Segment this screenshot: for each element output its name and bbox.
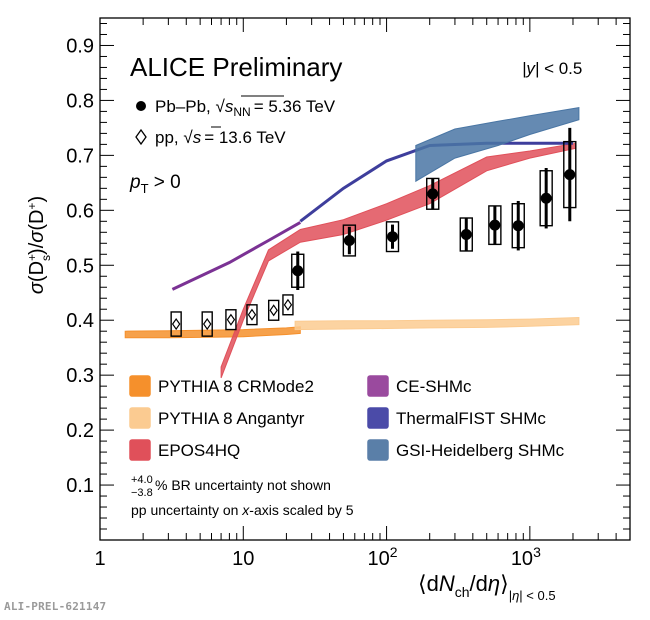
model-band-pythia-8-angantyr bbox=[294, 316, 580, 331]
pbpb-point bbox=[343, 235, 355, 247]
br-sub: −3.8 bbox=[131, 487, 153, 499]
x-axis-title: ⟨dNch/dη⟩|η| < 0.5 bbox=[418, 571, 556, 603]
legend-label-epos4hq: EPOS4HQ bbox=[158, 441, 240, 460]
rapidity-label: |y| < 0.5 bbox=[522, 59, 582, 78]
legend-swatch-pythia-8-angantyr bbox=[129, 407, 151, 429]
pbpb-point bbox=[427, 188, 439, 200]
model-band-epos4hq bbox=[220, 142, 577, 379]
pp-point bbox=[226, 313, 236, 326]
legend-label-pythia-8-crmode2: PYTHIA 8 CRMode2 bbox=[158, 377, 314, 396]
legend-marker-pbpb bbox=[136, 101, 146, 111]
pbpb-point bbox=[386, 231, 398, 243]
legend-marker-pp bbox=[135, 128, 147, 146]
legend-label-pythia-8-angantyr: PYTHIA 8 Angantyr bbox=[158, 409, 305, 428]
y-axis-title: σ(D+s)/σ(D+) bbox=[25, 196, 53, 294]
pp-point bbox=[171, 318, 181, 331]
pbpb-point bbox=[564, 169, 576, 181]
footer-id: ALI-PREL-621147 bbox=[4, 600, 107, 613]
pp-syst-box bbox=[170, 311, 182, 337]
x-tick-label: 103 bbox=[511, 544, 541, 570]
br-sup: +4.0 bbox=[131, 474, 153, 486]
pp-syst-box bbox=[201, 311, 213, 337]
pbpb-syst-box bbox=[385, 221, 400, 253]
y-tick-label: 0.3 bbox=[66, 365, 94, 387]
y-tick-label: 0.9 bbox=[66, 35, 94, 57]
legend-swatch-gsi-heidelberg-shmc bbox=[367, 439, 389, 461]
legend-label-ce-shmc: CE-SHMc bbox=[396, 377, 472, 396]
y-tick-label: 0.2 bbox=[66, 420, 94, 442]
legend-swatch-ce-shmc bbox=[367, 375, 389, 397]
plot-frame bbox=[99, 17, 631, 541]
legend-swatch-pythia-8-crmode2 bbox=[129, 375, 151, 397]
x-tick-label: 1 bbox=[94, 548, 105, 570]
pbpb-point bbox=[540, 192, 552, 204]
chart-title: ALICE Preliminary bbox=[130, 52, 342, 82]
pp-syst-box bbox=[267, 299, 280, 321]
pbpb-point bbox=[489, 219, 501, 231]
x-tick-label: 10 bbox=[232, 548, 254, 570]
legend-label-pbpb: Pb–Pb, √sNN = 5.36 TeV bbox=[155, 97, 336, 119]
pbpb-syst-box bbox=[342, 224, 357, 257]
pp-note: pp uncertainty on x-axis scaled by 5 bbox=[131, 502, 354, 518]
legend-swatch-epos4hq bbox=[129, 439, 151, 461]
y-tick-label: 0.8 bbox=[66, 90, 94, 112]
pp-syst-box bbox=[246, 304, 258, 326]
br-note: % BR uncertainty not shown bbox=[155, 477, 331, 493]
pbpb-point bbox=[292, 265, 304, 277]
legend-label-pp: pp, √s = 13.6 TeV bbox=[155, 128, 286, 147]
axes: 0.1 0.2 0.3 0.4 0.5 0.6 0.7 0.8 0.9 1 10 102 103 bbox=[66, 17, 631, 570]
x-tick-label: 102 bbox=[368, 544, 398, 570]
pp-point bbox=[269, 304, 278, 317]
legend-swatch-thermalfist-shmc bbox=[367, 407, 389, 429]
legend: PYTHIA 8 CRMode2 PYTHIA 8 Angantyr EPOS4HQ… bbox=[129, 375, 565, 461]
pbpb-point bbox=[460, 228, 472, 240]
y-tick-label: 0.1 bbox=[66, 475, 94, 497]
model-band-gsi-heidelberg-shmc bbox=[415, 107, 580, 183]
pp-point bbox=[202, 318, 212, 331]
data-points bbox=[170, 127, 577, 337]
y-tick-label: 0.7 bbox=[66, 145, 94, 167]
pp-syst-box bbox=[225, 309, 237, 331]
model-line-ce-shmc bbox=[171, 221, 302, 291]
pbpb-point bbox=[512, 220, 524, 232]
legend-label-thermalfist-shmc: ThermalFIST SHMc bbox=[396, 409, 546, 428]
pp-point bbox=[283, 298, 293, 311]
y-tick-label: 0.6 bbox=[66, 200, 94, 222]
y-tick-label: 0.5 bbox=[66, 255, 94, 277]
pp-syst-box bbox=[282, 294, 294, 316]
y-tick-label: 0.4 bbox=[66, 310, 94, 332]
pt-label: pT > 0 bbox=[129, 172, 181, 196]
pp-point bbox=[247, 308, 257, 321]
legend-label-gsi-heidelberg-shmc: GSI-Heidelberg SHMc bbox=[396, 441, 565, 460]
